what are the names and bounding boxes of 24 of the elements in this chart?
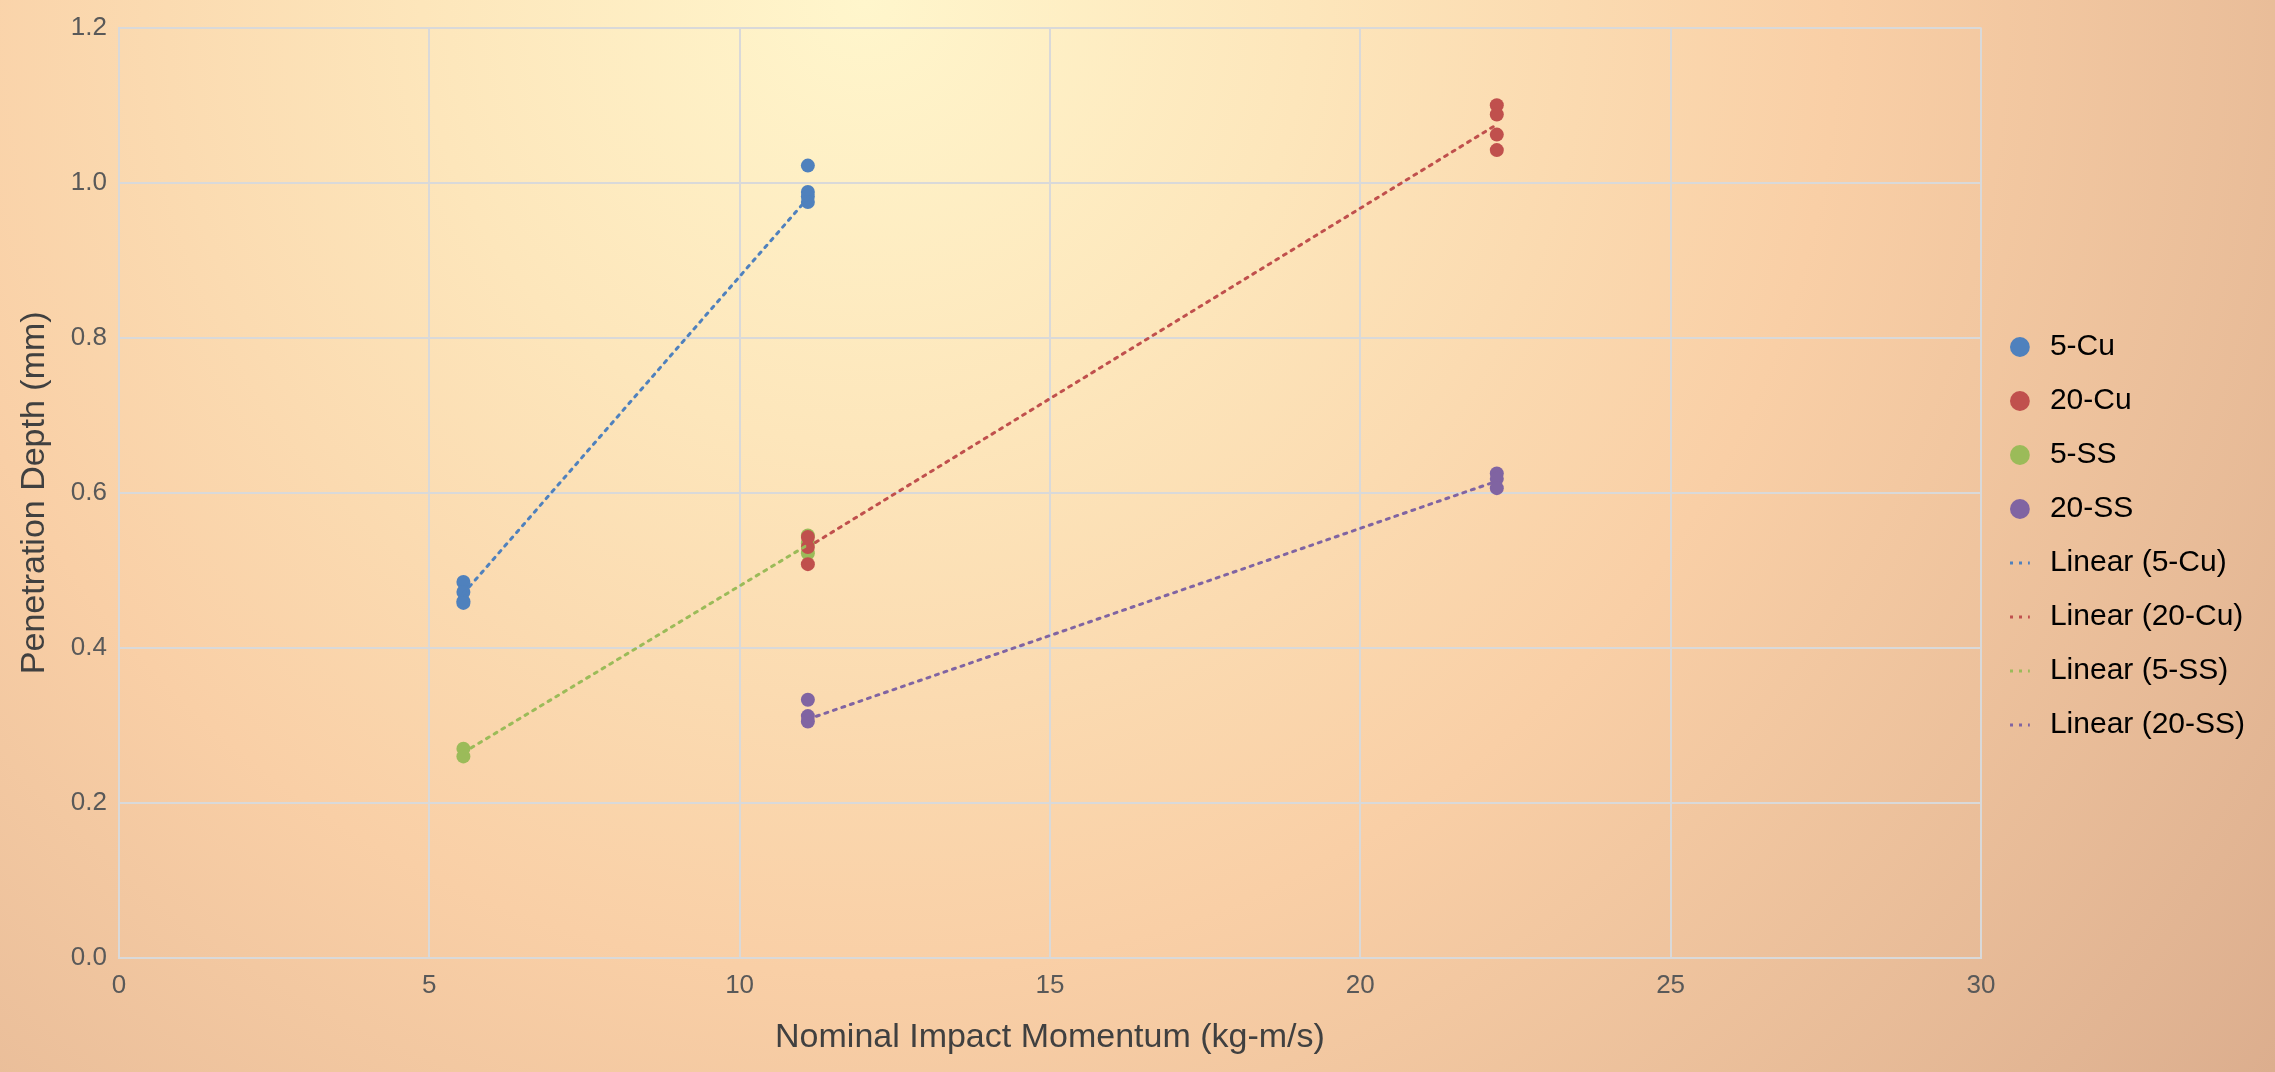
x-tick-label: 0: [111, 968, 127, 999]
y-tick-label: 0.4: [70, 631, 107, 662]
x-tick-label: 5: [422, 968, 437, 999]
x-tick-label: 15: [1035, 968, 1065, 999]
y-tick-label: 0.0: [70, 941, 107, 972]
y-tick-label: 1.0: [70, 165, 107, 196]
y-tick-label: 1.2: [70, 10, 107, 41]
x-tick-label: 25: [1656, 968, 1686, 999]
x-axis-title: Nominal Impact Momentum (kg-m/s): [775, 1015, 1325, 1054]
legend-label: 5-SS: [2049, 436, 2117, 470]
legend-label: 20-Cu: [2049, 382, 2132, 416]
y-tick-label: 0.2: [70, 786, 107, 817]
x-tick-label: 10: [725, 968, 755, 999]
legend-label: 20-SS: [2049, 490, 2134, 524]
x-tick-label: 30: [1966, 968, 1996, 999]
legend-label: 5-Cu: [2049, 328, 2115, 362]
x-tick-label: 20: [1345, 968, 1375, 999]
y-tick-label: 0.6: [70, 475, 107, 506]
legend-label: Linear (20-SS): [2049, 706, 2246, 740]
legend-label: Linear (5-Cu): [2049, 544, 2227, 578]
legend-label: Linear (20-Cu): [2049, 598, 2244, 632]
legend-label: Linear (5-SS): [2049, 652, 2229, 686]
y-tick-label: 0.8: [70, 320, 107, 351]
y-axis-title: Penetration Depth (mm): [12, 311, 51, 675]
